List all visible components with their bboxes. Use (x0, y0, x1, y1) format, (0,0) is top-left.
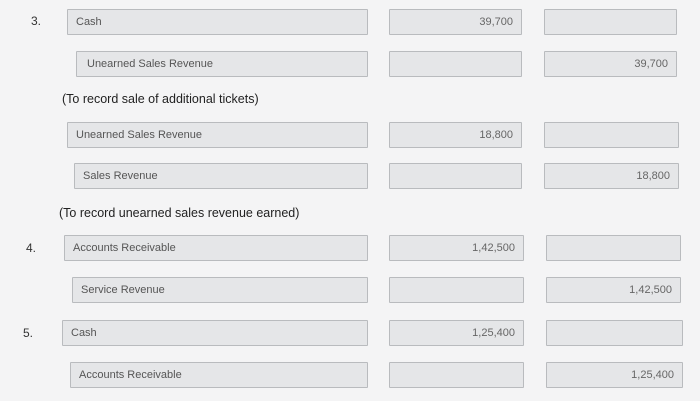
credit-field[interactable] (544, 122, 679, 148)
entry-number: 4. (26, 241, 37, 255)
debit-field[interactable]: 39,700 (389, 9, 522, 35)
debit-field[interactable]: 1,42,500 (389, 235, 524, 261)
entry-explanation: (To record unearned sales revenue earned… (59, 206, 300, 220)
entry-number: 5. (23, 326, 34, 340)
account-field[interactable]: Cash (62, 320, 368, 346)
credit-field[interactable] (546, 320, 683, 346)
credit-field[interactable]: 39,700 (544, 51, 677, 77)
debit-field[interactable] (389, 51, 522, 77)
debit-field[interactable]: 1,25,400 (389, 320, 524, 346)
debit-field[interactable]: 18,800 (389, 122, 522, 148)
debit-field[interactable] (389, 163, 522, 189)
account-field[interactable]: Accounts Receivable (64, 235, 368, 261)
credit-field[interactable] (544, 9, 677, 35)
account-field[interactable]: Unearned Sales Revenue (67, 122, 368, 148)
account-field[interactable]: Accounts Receivable (70, 362, 368, 388)
credit-field[interactable]: 1,42,500 (546, 277, 681, 303)
debit-field[interactable] (389, 277, 524, 303)
account-field[interactable]: Sales Revenue (74, 163, 368, 189)
credit-field[interactable]: 1,25,400 (546, 362, 683, 388)
entry-number: 3. (31, 14, 42, 28)
credit-field[interactable] (546, 235, 681, 261)
entry-explanation: (To record sale of additional tickets) (62, 92, 259, 106)
account-field[interactable]: Unearned Sales Revenue (76, 51, 368, 77)
account-field[interactable]: Cash (67, 9, 368, 35)
debit-field[interactable] (389, 362, 524, 388)
credit-field[interactable]: 18,800 (544, 163, 679, 189)
account-field[interactable]: Service Revenue (72, 277, 368, 303)
